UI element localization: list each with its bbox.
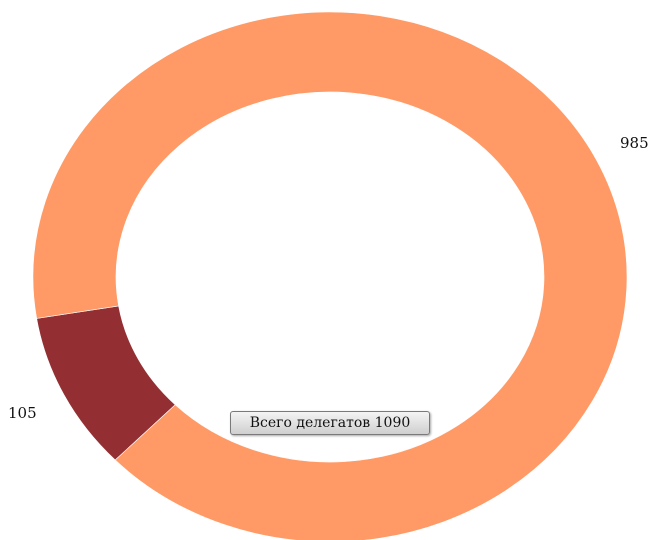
total-delegates-badge: Всего делегатов 1090 — [230, 411, 430, 435]
labels-group: 105 985 — [8, 134, 649, 422]
slices-group — [32, 11, 628, 540]
slice-985 — [32, 11, 628, 540]
slice-label-105: 105 — [8, 404, 37, 422]
slice-label-985: 985 — [620, 134, 649, 152]
